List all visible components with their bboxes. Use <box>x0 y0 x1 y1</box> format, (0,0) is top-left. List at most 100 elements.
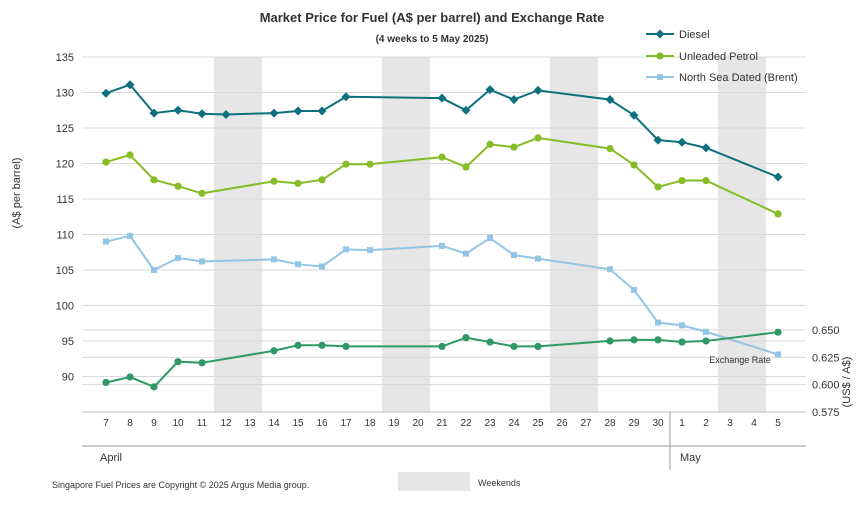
y-tick-120: 120 <box>56 159 74 171</box>
y2-tick-0.600: 0.600 <box>812 380 840 392</box>
x-tick-19-12: 19 <box>388 418 400 429</box>
point-unleaded-petrol-30-23 <box>654 183 662 191</box>
legend-label-unleaded-petrol: Unleaded Petrol <box>679 51 758 63</box>
point-unleaded-petrol-10-3 <box>174 182 182 190</box>
point-exchange-rate-17-10 <box>342 342 350 350</box>
point-north-sea-dated-brent-16-9 <box>319 263 325 270</box>
x-tick-30-23: 30 <box>652 418 664 429</box>
point-north-sea-dated-brent-1-24 <box>679 322 685 329</box>
x-tick-1-24: 1 <box>679 418 685 429</box>
series-line-unleaded-petrol <box>105 136 779 215</box>
point-exchange-rate-25-18 <box>534 342 542 350</box>
point-diesel-2-25 <box>701 143 711 153</box>
point-north-sea-dated-brent-30-23 <box>655 319 661 326</box>
point-diesel-12-5 <box>221 110 231 120</box>
point-north-sea-dated-brent-15-8 <box>295 261 301 268</box>
point-unleaded-petrol-2-25 <box>702 176 710 185</box>
x-tick-9-2: 9 <box>151 418 157 429</box>
x-tick-25-18: 25 <box>532 418 544 429</box>
legend-marker-north-sea-dated-brent <box>657 74 663 80</box>
x-tick-20-13: 20 <box>412 418 424 429</box>
point-exchange-rate-29-22 <box>630 336 638 344</box>
legend-marker-diesel <box>655 29 665 39</box>
point-unleaded-petrol-1-24 <box>678 176 686 185</box>
point-unleaded-petrol-14-7 <box>270 177 278 185</box>
x-tick-14-7: 14 <box>268 418 280 429</box>
x-tick-23-16: 23 <box>484 418 496 429</box>
copyright-footer: Singapore Fuel Prices are Copyright © 20… <box>52 480 309 490</box>
point-exchange-rate-15-8 <box>294 341 302 349</box>
point-unleaded-petrol-11-4 <box>198 189 206 197</box>
x-tick-29-22: 29 <box>628 418 640 429</box>
point-diesel-14-7 <box>269 108 279 118</box>
gridlines <box>82 56 806 413</box>
y-tick-95: 95 <box>62 336 74 348</box>
point-north-sea-dated-brent-8-1 <box>127 232 133 239</box>
weekends-legend-swatch <box>398 472 470 491</box>
point-diesel-11-4 <box>197 109 207 119</box>
series-line-north-sea-dated-brent <box>105 234 779 356</box>
chart-subtitle: (4 weeks to 5 May 2025) <box>376 34 489 45</box>
point-north-sea-dated-brent-5-28 <box>775 351 781 358</box>
y-tick-100: 100 <box>56 301 74 313</box>
legend: Diesel Unleaded Petrol North Sea Dated (Br… <box>646 29 798 84</box>
point-exchange-rate-1-24 <box>678 338 686 346</box>
point-diesel-30-23 <box>653 135 663 145</box>
point-diesel-24-17 <box>509 95 519 105</box>
legend-label-north-sea-dated-brent: North Sea Dated (Brent) <box>679 72 798 84</box>
point-unleaded-petrol-23-16 <box>486 140 494 148</box>
weekends-legend-label: Weekends <box>478 478 521 488</box>
point-north-sea-dated-brent-25-18 <box>535 255 541 262</box>
point-diesel-10-3 <box>173 105 183 115</box>
x-tick-12-5: 12 <box>220 418 232 429</box>
y-tick-90: 90 <box>62 372 74 384</box>
point-unleaded-petrol-25-18 <box>534 134 542 142</box>
point-north-sea-dated-brent-17-10 <box>343 246 349 253</box>
point-exchange-rate-2-25 <box>702 337 710 345</box>
point-north-sea-dated-brent-7-0 <box>103 238 109 245</box>
point-diesel-5-28 <box>773 172 783 182</box>
x-tick-28-21: 28 <box>604 418 616 429</box>
point-exchange-rate-10-3 <box>174 358 182 366</box>
point-exchange-rate-9-2 <box>150 383 158 391</box>
y-tick-115: 115 <box>56 194 74 206</box>
x-tick-3-26: 3 <box>727 418 733 429</box>
point-exchange-rate-7-0 <box>102 378 110 387</box>
y-tick-110: 110 <box>56 230 74 242</box>
y-tick-105: 105 <box>56 265 74 277</box>
point-diesel-25-18 <box>533 85 543 95</box>
point-exchange-rate-23-16 <box>486 338 494 346</box>
point-north-sea-dated-brent-24-17 <box>511 252 517 259</box>
x-tick-15-8: 15 <box>292 418 304 429</box>
point-north-sea-dated-brent-2-25 <box>703 328 709 335</box>
point-exchange-rate-21-14 <box>438 342 446 350</box>
x-tick-4-27: 4 <box>751 418 757 429</box>
x-tick-24-17: 24 <box>508 418 520 429</box>
y-tick-135: 135 <box>56 52 74 64</box>
x-tick-16-9: 16 <box>316 418 328 429</box>
point-diesel-28-21 <box>605 95 615 105</box>
point-unleaded-petrol-21-14 <box>438 153 446 161</box>
point-unleaded-petrol-9-2 <box>150 176 158 184</box>
point-north-sea-dated-brent-23-16 <box>487 235 493 242</box>
y-tick-125: 125 <box>56 123 74 135</box>
x-tick-18-11: 18 <box>364 418 376 429</box>
point-north-sea-dated-brent-18-11 <box>367 247 373 254</box>
axes: 90951001051101151201251301350.5750.6000.… <box>56 52 840 470</box>
point-north-sea-dated-brent-9-2 <box>151 267 157 273</box>
point-north-sea-dated-brent-10-3 <box>175 254 181 261</box>
legend-marker-unleaded-petrol <box>656 52 664 60</box>
point-diesel-8-1 <box>125 80 135 90</box>
x-tick-2-25: 2 <box>703 418 709 429</box>
point-exchange-rate-11-4 <box>198 359 206 367</box>
x-tick-17-10: 17 <box>340 418 352 429</box>
point-exchange-rate-24-17 <box>510 342 518 350</box>
point-diesel-7-0 <box>101 88 111 98</box>
point-exchange-rate-28-21 <box>606 337 614 345</box>
series-diesel <box>101 80 783 182</box>
point-unleaded-petrol-22-15 <box>462 163 470 171</box>
x-tick-27-20: 27 <box>580 418 592 429</box>
point-unleaded-petrol-18-11 <box>366 160 374 168</box>
point-exchange-rate-30-23 <box>654 336 662 344</box>
